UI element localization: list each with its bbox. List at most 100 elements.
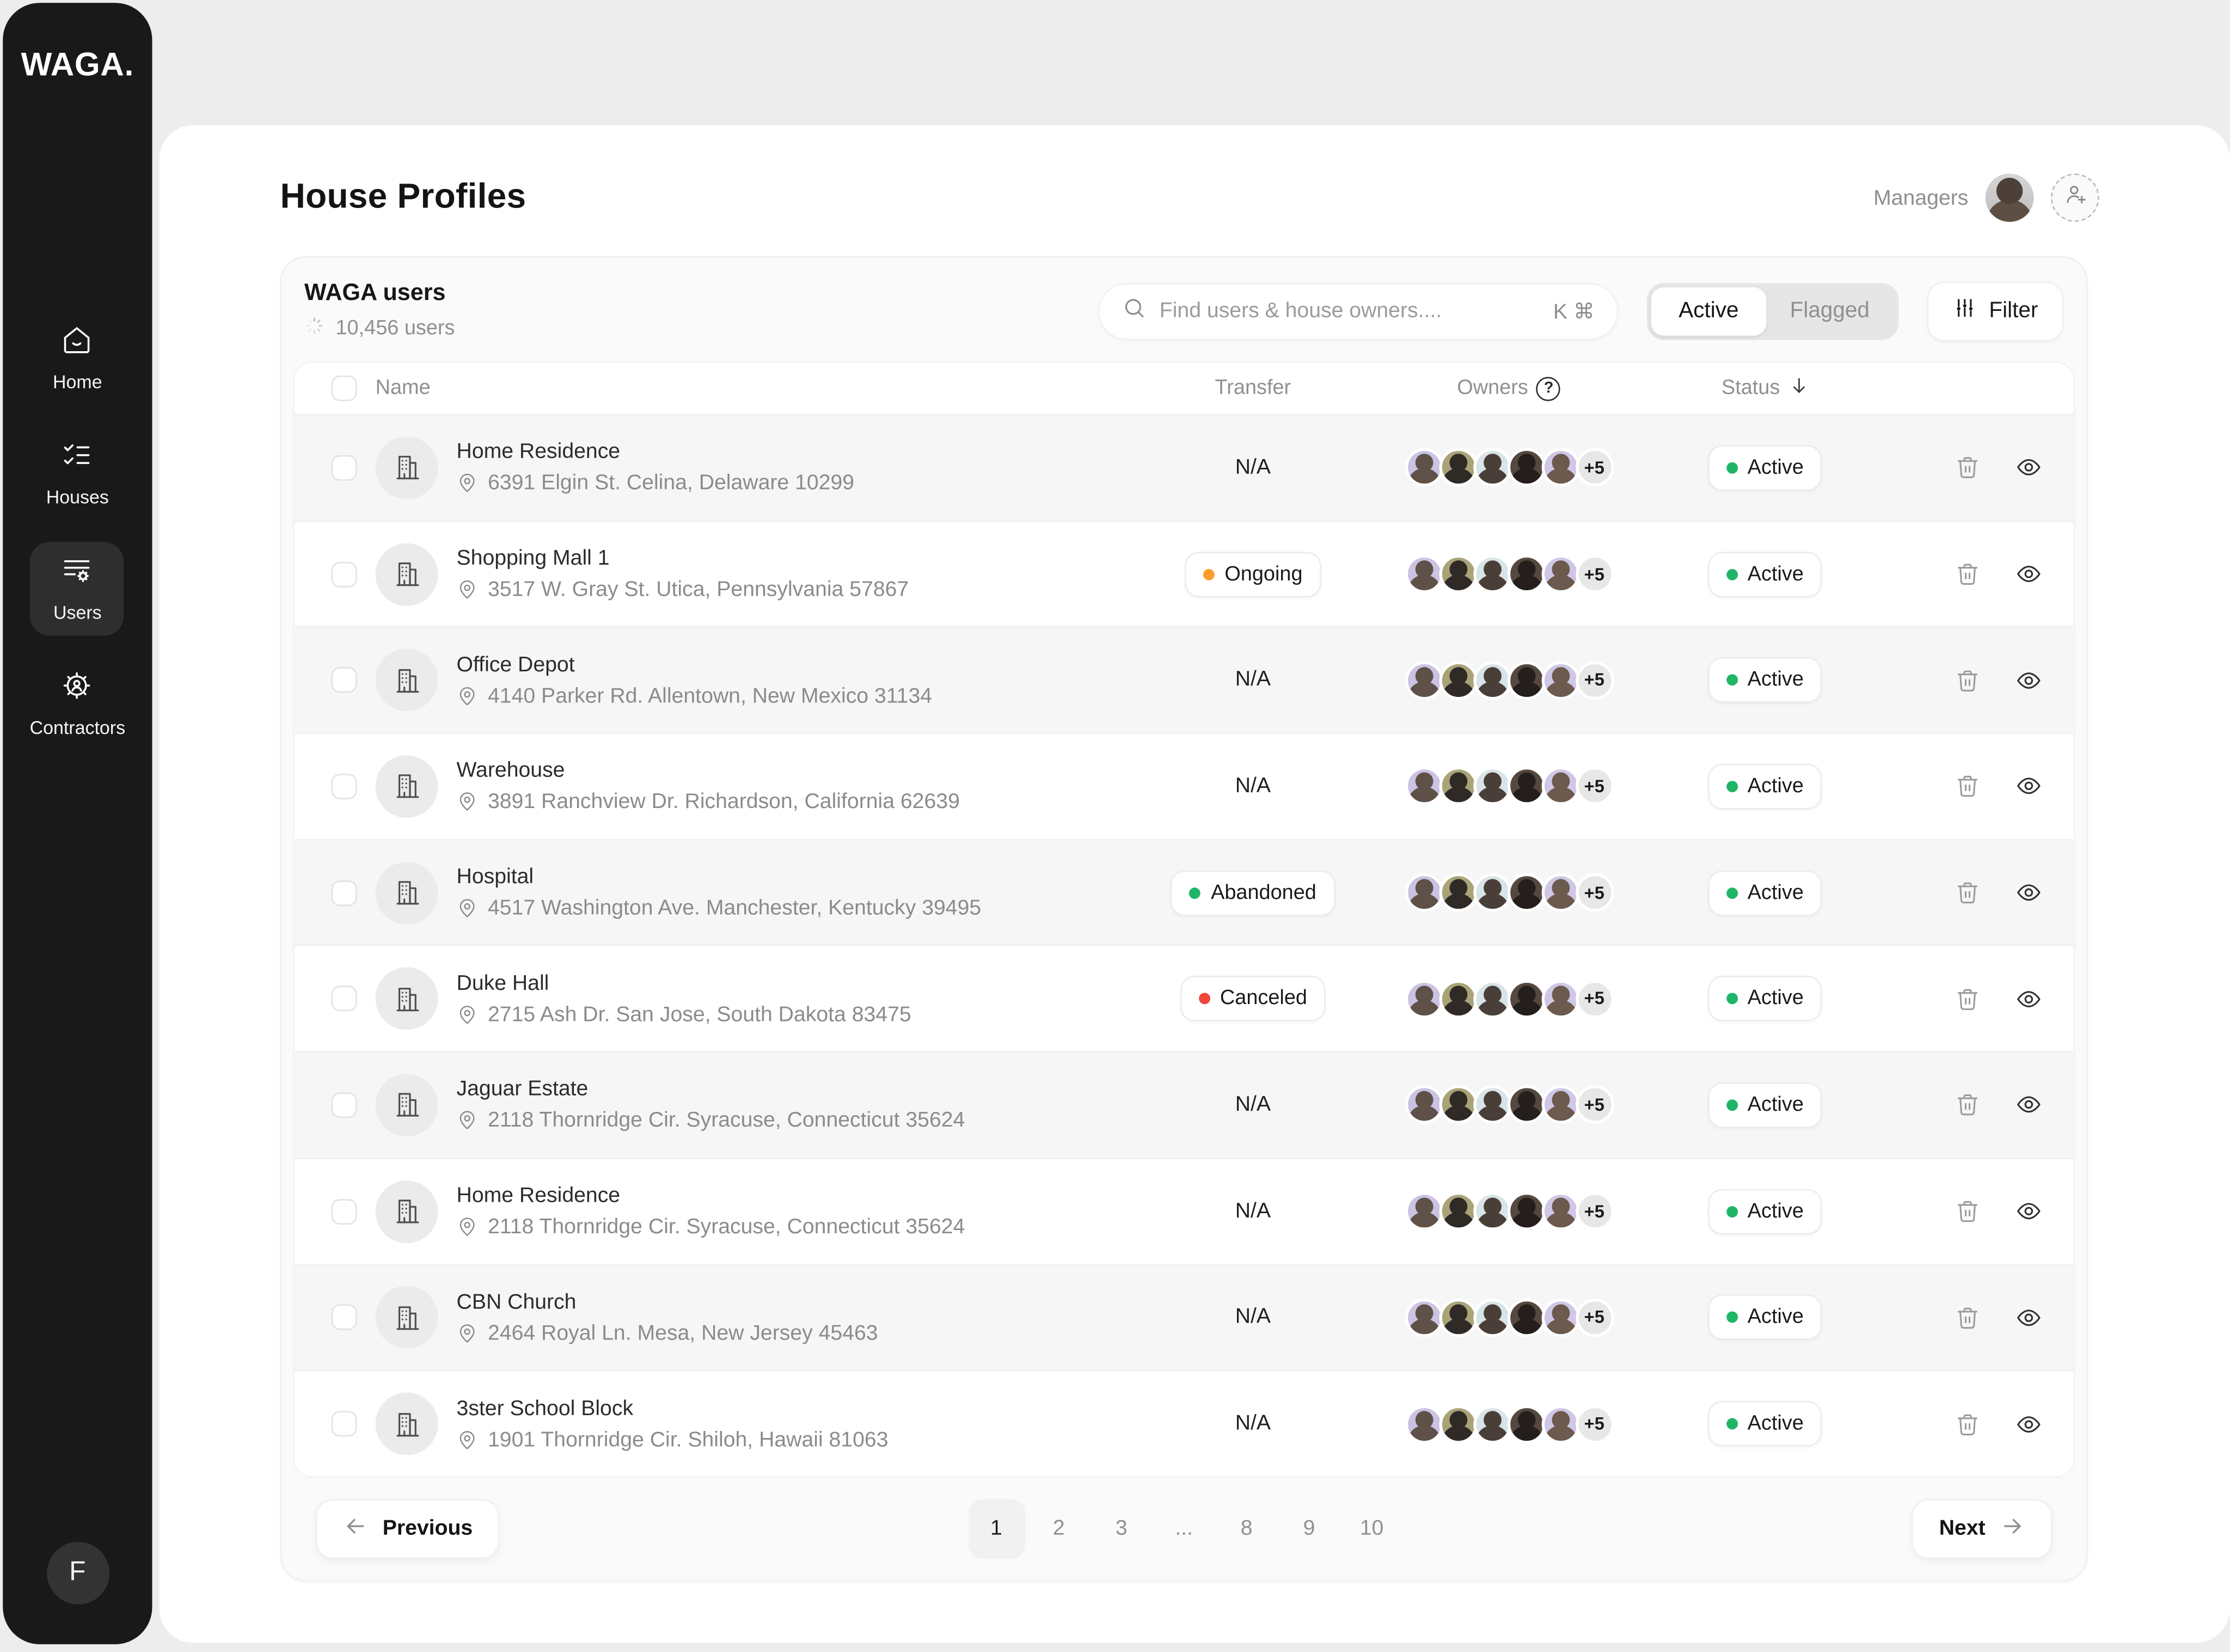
owner-avatar [1438, 1192, 1477, 1231]
table-row[interactable]: Duke Hall 2715 Ash Dr. San Jose, South D… [294, 945, 2074, 1051]
owner-avatar [1472, 1192, 1511, 1231]
delete-button[interactable] [1954, 773, 1981, 800]
row-checkbox[interactable] [331, 1305, 357, 1331]
owners-cell[interactable]: +5 [1374, 1298, 1644, 1337]
status-dot [1726, 462, 1738, 474]
owners-cell[interactable]: +5 [1374, 448, 1644, 487]
view-button[interactable] [2015, 773, 2043, 800]
previous-button[interactable]: Previous [315, 1498, 500, 1559]
delete-button[interactable] [1954, 666, 1981, 694]
select-all-checkbox[interactable] [331, 375, 357, 401]
search-input[interactable] [1159, 298, 1541, 323]
delete-button[interactable] [1954, 879, 1981, 907]
table-row[interactable]: Shopping Mall 1 3517 W. Gray St. Utica, … [294, 520, 2074, 627]
table-row[interactable]: Jaguar Estate 2118 Thornridge Cir. Syrac… [294, 1051, 2074, 1158]
trash-icon [1957, 670, 1978, 692]
owners-help-icon[interactable]: ? [1536, 376, 1561, 401]
sidebar-item-home[interactable]: Home [30, 311, 124, 405]
table-row[interactable]: Hospital 4517 Washington Ave. Manchester… [294, 839, 2074, 945]
view-button[interactable] [2015, 1410, 2043, 1437]
house-address: 3517 W. Gray St. Utica, Pennsylvania 578… [487, 577, 909, 602]
page-number[interactable]: 2 [1052, 1516, 1065, 1541]
view-button[interactable] [2015, 1092, 2043, 1119]
owners-cell[interactable]: +5 [1374, 767, 1644, 806]
status-label: Active [1747, 1093, 1804, 1117]
row-checkbox[interactable] [331, 986, 357, 1012]
delete-button[interactable] [1954, 454, 1981, 481]
owners-cell[interactable]: +5 [1374, 1192, 1644, 1231]
row-checkbox[interactable] [331, 667, 357, 693]
sidebar-item-users[interactable]: Users [30, 542, 125, 636]
page-number[interactable]: 10 [1359, 1516, 1384, 1541]
owners-cell[interactable]: +5 [1374, 554, 1644, 594]
table-row[interactable]: CBN Church 2464 Royal Ln. Mesa, New Jers… [294, 1263, 2074, 1370]
row-actions [1886, 1410, 2042, 1437]
transfer-label: Abandoned [1211, 881, 1316, 904]
transfer-cell: N/A [1132, 774, 1374, 799]
owner-avatar [1541, 554, 1579, 594]
page-number[interactable]: 3 [1115, 1516, 1128, 1541]
view-button[interactable] [2015, 879, 2043, 907]
row-checkbox[interactable] [331, 773, 357, 799]
owner-avatar [1472, 448, 1511, 487]
transfer-dot [1198, 993, 1210, 1005]
users-card: WAGA users 10,456 users K ⌘ [280, 256, 2088, 1582]
view-button[interactable] [2015, 560, 2043, 588]
view-button[interactable] [2015, 1304, 2043, 1331]
table-row[interactable]: Home Residence 2118 Thornridge Cir. Syra… [294, 1157, 2074, 1264]
view-button[interactable] [2015, 454, 2043, 481]
sidebar-item-houses[interactable]: Houses [30, 427, 124, 521]
add-manager-button[interactable] [2050, 173, 2099, 222]
status-dot [1726, 1418, 1738, 1430]
manager-avatar[interactable] [1985, 173, 2034, 222]
next-button[interactable]: Next [1912, 1498, 2053, 1559]
page-number[interactable]: 8 [1240, 1516, 1253, 1541]
delete-button[interactable] [1954, 1198, 1981, 1225]
owners-cell[interactable]: +5 [1374, 1404, 1644, 1443]
filter-button[interactable]: Filter [1926, 280, 2064, 341]
sidebar-item-contractors[interactable]: Contractors [20, 657, 135, 751]
delete-button[interactable] [1954, 560, 1981, 588]
building-avatar [375, 436, 438, 499]
table-row[interactable]: Warehouse 3891 Ranchview Dr. Richardson,… [294, 732, 2074, 839]
page-number[interactable]: 1 [967, 1498, 1025, 1559]
table-row[interactable]: Home Residence 6391 Elgin St. Celina, De… [294, 414, 2074, 521]
owners-cell[interactable]: +5 [1374, 1086, 1644, 1124]
user-list-gear-icon [62, 555, 93, 594]
status-label: Active [1747, 562, 1804, 586]
user-avatar-initial[interactable]: F [46, 1542, 109, 1605]
house-address: 6391 Elgin St. Celina, Delaware 10299 [487, 471, 855, 495]
delete-button[interactable] [1954, 1092, 1981, 1119]
row-checkbox[interactable] [331, 1411, 357, 1437]
owners-cell[interactable]: +5 [1374, 980, 1644, 1018]
person-plus-icon [2063, 182, 2087, 213]
view-button[interactable] [2015, 986, 2043, 1013]
row-checkbox[interactable] [331, 1198, 357, 1225]
page-number[interactable]: 9 [1303, 1516, 1315, 1541]
search-bar[interactable]: K ⌘ [1098, 282, 1619, 340]
building-icon [396, 1200, 419, 1223]
owners-cell[interactable]: +5 [1374, 873, 1644, 912]
row-checkbox[interactable] [331, 561, 357, 587]
delete-button[interactable] [1954, 986, 1981, 1013]
delete-button[interactable] [1954, 1410, 1981, 1437]
view-button[interactable] [2015, 666, 2043, 694]
row-checkbox[interactable] [331, 455, 357, 481]
eye-icon [2017, 460, 2041, 476]
owner-avatar [1438, 660, 1477, 700]
owners-more: +5 [1575, 660, 1614, 700]
table-row[interactable]: 3ster School Block 1901 Thornridge Cir. … [294, 1370, 2074, 1477]
house-address: 4517 Washington Ave. Manchester, Kentuck… [487, 896, 982, 921]
status-cell: Active [1644, 1295, 1886, 1341]
transfer-value: N/A [1235, 1305, 1271, 1329]
view-button[interactable] [2015, 1198, 2043, 1225]
delete-button[interactable] [1954, 1304, 1981, 1331]
owners-cell[interactable]: +5 [1374, 660, 1644, 700]
column-status[interactable]: Status [1644, 376, 1886, 401]
row-checkbox[interactable] [331, 1092, 357, 1118]
toggle-active[interactable]: Active [1651, 286, 1766, 335]
toggle-flagged[interactable]: Flagged [1790, 298, 1870, 322]
row-checkbox[interactable] [331, 879, 357, 905]
table-row[interactable]: Office Depot 4140 Parker Rd. Allentown, … [294, 626, 2074, 733]
owner-avatar [1506, 873, 1546, 912]
